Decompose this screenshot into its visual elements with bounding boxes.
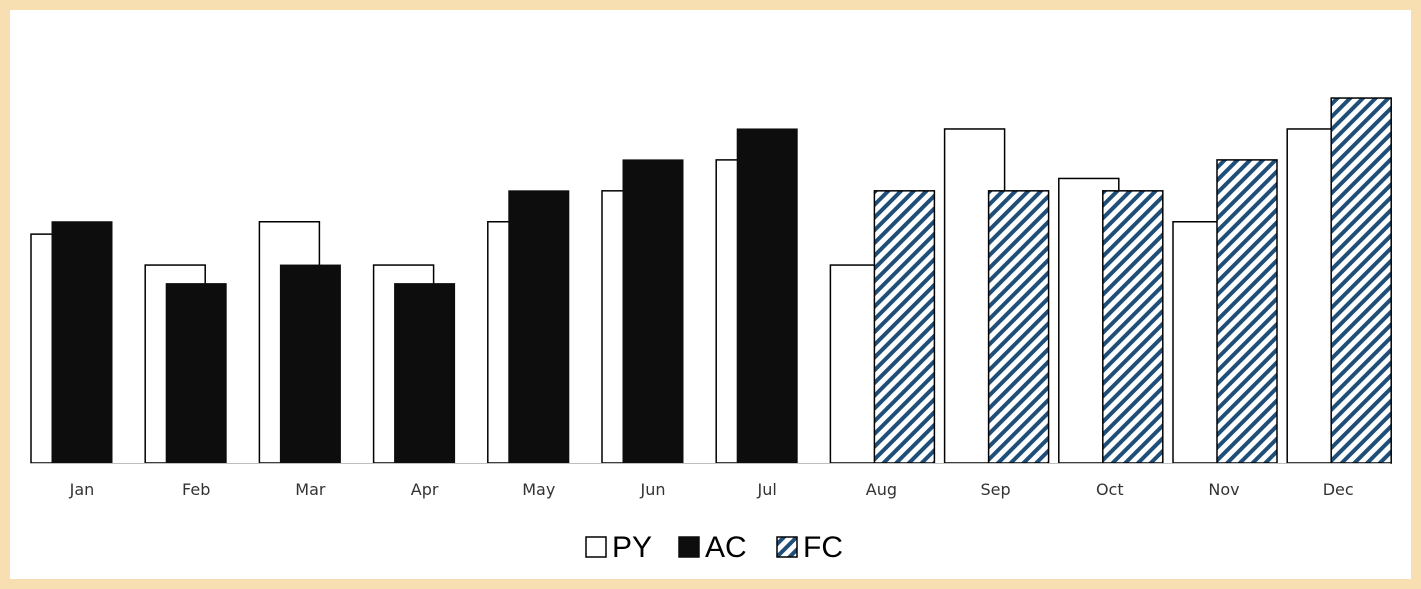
bar-ac-feb <box>165 283 227 464</box>
legend-label-fc: FC <box>803 531 843 564</box>
bar-fc-nov <box>1216 159 1278 464</box>
legend-swatch-fc <box>776 536 798 558</box>
bar-fc-oct <box>1102 190 1164 464</box>
bar-ac-jul <box>736 128 798 464</box>
bar-ac-apr <box>394 283 456 464</box>
bars-group <box>30 97 1392 464</box>
bar-chart: Jan Feb Mar Apr May Jun Jul Aug Sep Oct Nov Dec PY A… <box>30 97 1392 564</box>
legend-swatch-ac <box>678 536 700 558</box>
chart-frame: Jan Feb Mar Apr May Jun Jul Aug Sep Oct Nov Dec PY A… <box>10 10 1411 579</box>
tick-label-apr: Apr <box>411 480 439 499</box>
tick-label-nov: Nov <box>1208 480 1239 499</box>
tick-label-jan: Jan <box>69 480 95 499</box>
bar-fc-sep <box>987 190 1050 464</box>
legend: PY AC FC <box>585 531 843 564</box>
bar-ac-mar <box>279 264 341 464</box>
tick-label-may: May <box>522 480 555 499</box>
legend-swatch-py <box>585 536 607 558</box>
legend-label-ac: AC <box>705 531 747 564</box>
tick-label-dec: Dec <box>1323 480 1354 499</box>
bar-fc-aug <box>873 190 936 464</box>
bar-ac-may <box>508 190 570 464</box>
x-tick-labels: Jan Feb Mar Apr May Jun Jul Aug Sep Oct Nov Dec <box>69 480 1354 499</box>
bar-ac-jan <box>51 221 113 464</box>
bar-ac-jun <box>622 159 684 464</box>
tick-label-mar: Mar <box>295 480 326 499</box>
legend-label-py: PY <box>612 531 652 564</box>
tick-label-sep: Sep <box>981 480 1011 499</box>
tick-label-jul: Jul <box>757 480 777 499</box>
tick-label-oct: Oct <box>1096 480 1124 499</box>
tick-label-jun: Jun <box>640 480 666 499</box>
tick-label-feb: Feb <box>182 480 210 499</box>
tick-label-aug: Aug <box>866 480 897 499</box>
bar-fc-dec <box>1330 97 1392 464</box>
